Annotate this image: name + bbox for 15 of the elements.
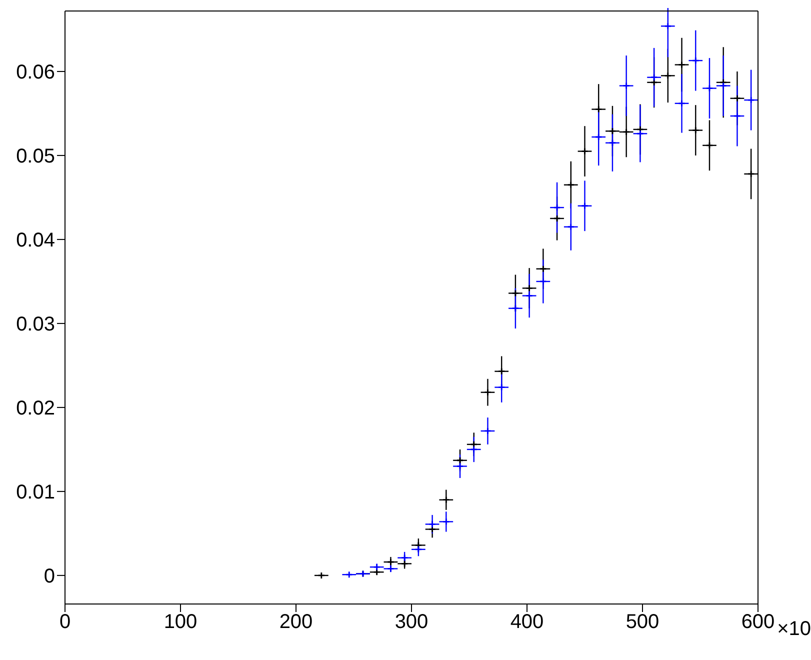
x-tick-label: 0 bbox=[59, 611, 71, 634]
x-tick-label: 200 bbox=[279, 611, 313, 634]
y-tick-label: 0.06 bbox=[16, 62, 55, 84]
y-tick-label: 0.05 bbox=[16, 146, 55, 168]
y-tick-label: 0 bbox=[44, 566, 55, 588]
text: ×10 bbox=[777, 618, 811, 640]
y-tick-label: 0.04 bbox=[16, 230, 55, 252]
x-tick-label: 100 bbox=[164, 611, 198, 634]
y-tick-label: 0.03 bbox=[16, 314, 55, 336]
x-tick-label: 600 bbox=[741, 611, 775, 634]
x-tick-label: 500 bbox=[626, 611, 660, 634]
y-tick-label: 0.02 bbox=[16, 398, 55, 420]
y-tick-label: 0.01 bbox=[16, 482, 55, 504]
x-tick-label: 300 bbox=[394, 611, 428, 634]
x-tick-label: 400 bbox=[510, 611, 544, 634]
